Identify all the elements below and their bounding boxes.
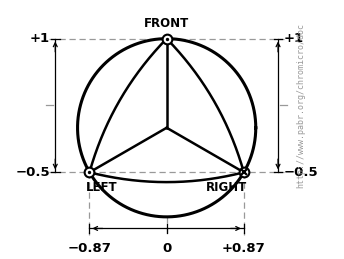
Text: −0.5: −0.5 [283, 166, 318, 179]
Text: +1: +1 [283, 32, 303, 45]
Text: −0.87: −0.87 [67, 242, 111, 255]
Text: −0.5: −0.5 [15, 166, 50, 179]
Text: +0.87: +0.87 [222, 242, 266, 255]
Text: http://www.pabr.org/chromicro/doc: http://www.pabr.org/chromicro/doc [296, 23, 305, 188]
Text: +1: +1 [30, 32, 50, 45]
Text: FRONT: FRONT [144, 17, 189, 30]
Text: RIGHT: RIGHT [206, 181, 247, 194]
Text: LEFT: LEFT [86, 181, 118, 194]
Text: 0: 0 [162, 242, 171, 255]
